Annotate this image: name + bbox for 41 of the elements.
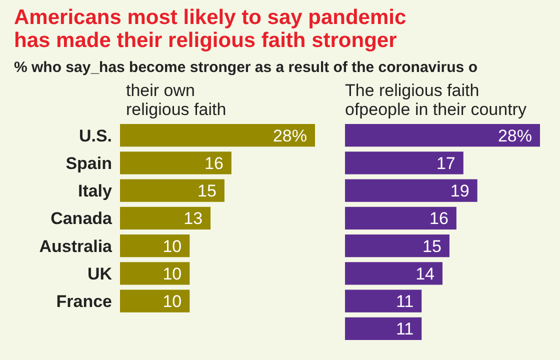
bar: [345, 234, 450, 258]
data-label: 14: [416, 264, 434, 284]
data-label: 15: [198, 182, 216, 201]
bar: [120, 206, 211, 230]
bar: [120, 179, 224, 202]
chart-title: Americans most likely to say pandemic has made their religious faith stronger: [14, 6, 406, 52]
x-axis-title: The religious faith ofpeople in their country: [345, 81, 527, 119]
y-tick-label: Australia: [39, 236, 113, 256]
bar: [120, 124, 315, 147]
bar: [345, 290, 422, 312]
y-tick-label: UK: [87, 264, 113, 284]
data-label: 17: [436, 154, 456, 173]
bar: [345, 317, 422, 340]
bar: [120, 152, 232, 174]
x-axis-title: their own religious faith: [126, 81, 226, 119]
data-label: 28%: [498, 126, 532, 146]
bar: [120, 234, 190, 258]
bar: [120, 290, 190, 312]
y-tick-label: France: [56, 292, 112, 312]
y-tick-label: U.S.: [78, 126, 112, 146]
chart-subtitle: % who say_has become stronger as a result of the coronavirus o: [14, 59, 478, 76]
data-label: 11: [396, 292, 414, 312]
y-tick-label: Spain: [66, 154, 112, 173]
data-label: 13: [184, 209, 203, 228]
data-label: 10: [162, 264, 182, 284]
bar: [345, 206, 456, 230]
data-label: 19: [450, 182, 470, 201]
data-label: 16: [430, 209, 448, 228]
data-label: 10: [162, 292, 182, 312]
y-tick-label: Italy: [78, 182, 113, 201]
y-tick-label: Canada: [50, 209, 113, 228]
bar: [345, 262, 442, 285]
data-label: 11: [396, 320, 414, 339]
bar: [345, 152, 464, 174]
data-label: 16: [204, 154, 224, 173]
data-label: 15: [422, 236, 442, 256]
bar: [345, 179, 478, 202]
bar: [120, 262, 190, 285]
data-label: 10: [162, 236, 182, 256]
bar: [345, 124, 540, 147]
data-label: 28%: [272, 126, 307, 146]
